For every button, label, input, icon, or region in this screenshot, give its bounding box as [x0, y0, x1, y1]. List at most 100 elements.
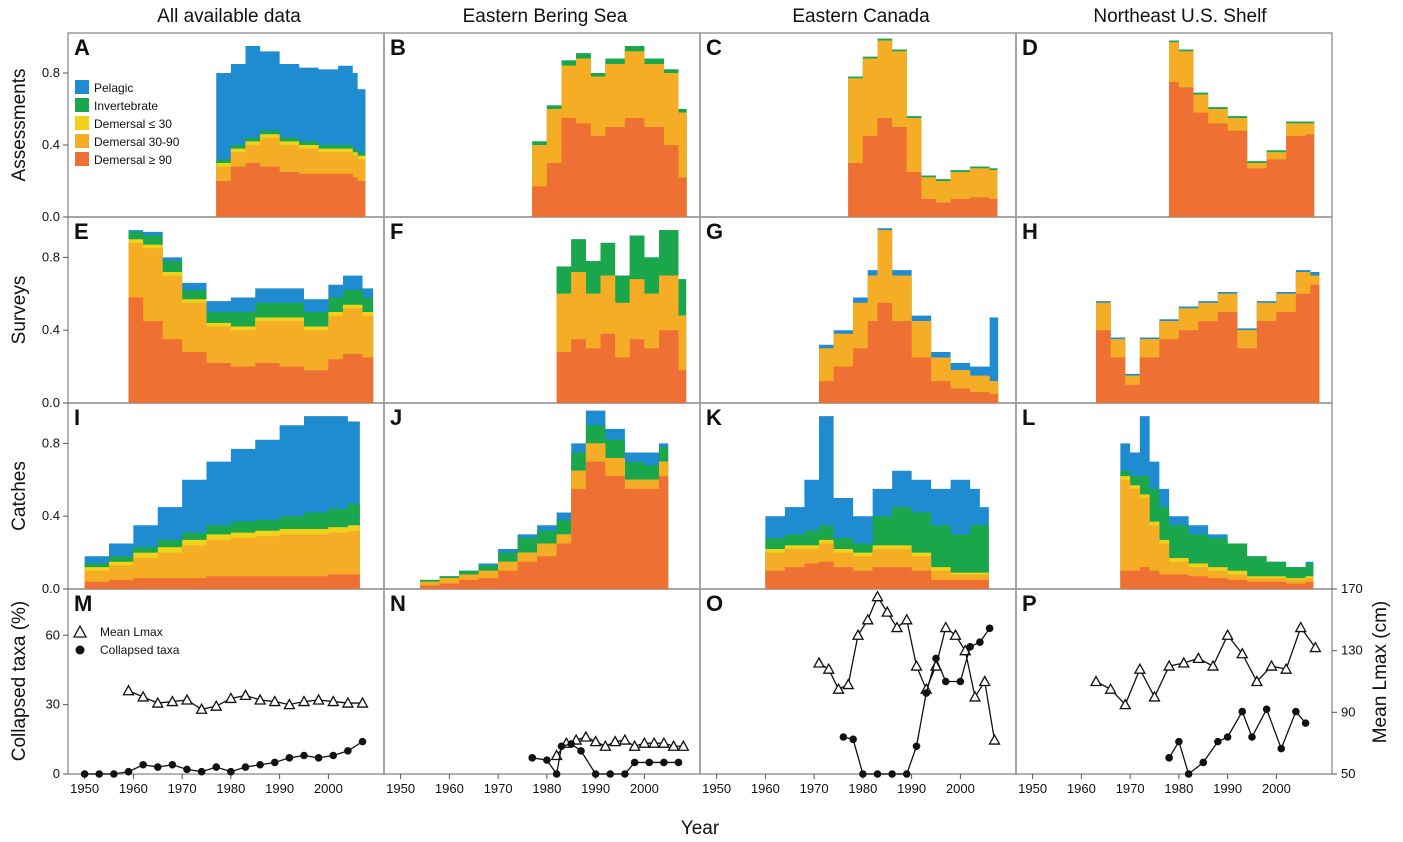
lmax-point	[900, 613, 913, 625]
area-series-0	[128, 297, 374, 403]
collapsed-point	[1223, 733, 1232, 741]
lmax-point	[910, 659, 923, 671]
lmax-point	[978, 675, 991, 687]
x-tick-label: 1980	[532, 781, 561, 796]
x-tick-label: 1980	[1164, 781, 1193, 796]
stacked-area-panel	[1096, 270, 1320, 403]
collapsed-point	[1175, 737, 1183, 746]
collapsed-point	[630, 758, 639, 767]
lmax-point	[609, 735, 622, 747]
y-tick-label: 130	[1341, 643, 1363, 658]
collapsed-point	[660, 758, 668, 767]
lmax-point	[988, 733, 1001, 745]
x-tick-label: 1960	[119, 781, 148, 796]
collapsed-point	[270, 758, 279, 767]
lmax-point	[968, 690, 982, 702]
lmax-point	[268, 695, 281, 707]
lmax-point	[638, 736, 651, 748]
stacked-area-panel	[84, 416, 360, 589]
lmax-point	[1133, 662, 1146, 674]
panel-letter: K	[706, 405, 722, 430]
legend-label: Collapsed taxa	[100, 643, 180, 657]
column-title: Northeast U.S. Shelf	[1093, 6, 1267, 27]
x-tick-label: 1950	[386, 781, 415, 796]
lmax-point	[599, 739, 612, 751]
lmax-point	[1280, 662, 1293, 674]
lmax-point	[1148, 690, 1161, 702]
scatter-panel	[812, 590, 1001, 778]
x-tick-label: 1970	[1116, 781, 1145, 796]
collapsed-point	[153, 763, 162, 771]
collapsed-point	[567, 740, 576, 748]
collapsed-point	[95, 770, 104, 778]
lmax-point	[195, 702, 208, 714]
column-title: All available data	[157, 6, 301, 27]
lmax-point	[812, 656, 826, 668]
lmax-point	[648, 736, 661, 748]
collapsed-point	[80, 770, 89, 778]
y-tick-label: 0.0	[42, 581, 60, 596]
collapsed-point	[197, 767, 206, 776]
x-tick-label: 1980	[216, 781, 245, 796]
lmax-point	[1192, 652, 1205, 664]
lmax-point	[1309, 641, 1322, 653]
y-tick-label: 30	[46, 697, 60, 712]
collapsed-point	[849, 735, 857, 744]
lmax-point	[871, 590, 884, 602]
lmax-point	[1089, 675, 1103, 687]
collapsed-point	[110, 770, 118, 778]
area-series-0	[1169, 82, 1315, 217]
y-tick-label: 90	[1341, 704, 1355, 719]
collapsed-point	[168, 760, 177, 769]
panel-letter: B	[390, 35, 406, 60]
lmax-point	[210, 699, 223, 711]
scatter-panel	[1089, 621, 1322, 778]
collapsed-point	[329, 751, 338, 760]
collapsed-point	[606, 770, 615, 778]
x-tick-label: 2000	[1262, 781, 1291, 796]
lmax-point	[677, 739, 690, 751]
lmax-point	[861, 613, 874, 625]
scatter-panel	[528, 730, 690, 778]
x-tick-label: 2000	[314, 781, 343, 796]
collapsed-point	[1238, 707, 1247, 716]
lmax-point	[327, 695, 340, 707]
lmax-point	[312, 693, 325, 705]
legend-group-markers: Mean Lmax Collapsed taxa	[72, 624, 180, 657]
collapsed-point	[227, 767, 235, 776]
lmax-point	[949, 628, 962, 640]
column-title: Eastern Canada	[792, 6, 930, 27]
collapsed-point	[976, 638, 984, 646]
collapsed-point	[902, 770, 911, 778]
y-tick-label: 50	[1341, 766, 1355, 781]
area-series-0	[1096, 284, 1320, 403]
collapsed-point	[1248, 733, 1256, 741]
area-series-0	[556, 330, 687, 403]
panel-letter: I	[74, 405, 80, 430]
lmax-point	[1206, 659, 1220, 671]
x-tick-label: 1960	[435, 781, 464, 796]
lmax-point	[618, 733, 631, 745]
lmax-point	[851, 628, 865, 640]
legend-swatch	[75, 116, 89, 130]
collapsed-point	[183, 765, 191, 774]
x-tick-label: 1970	[168, 781, 197, 796]
collapsed-point	[212, 763, 221, 771]
area-series-0	[216, 163, 366, 217]
area-series-1	[1120, 479, 1314, 589]
x-tick-label: 1970	[484, 781, 513, 796]
area-series-0	[848, 118, 998, 217]
panel-letter: P	[1022, 591, 1037, 616]
series-line	[1095, 626, 1316, 706]
stacked-area-panel	[1169, 40, 1315, 218]
panel-letter: F	[390, 219, 403, 244]
collapsed-point	[358, 737, 367, 746]
lmax-point	[151, 696, 164, 708]
legend-label: Mean Lmax	[100, 625, 163, 639]
collapsed-point	[557, 742, 566, 751]
x-tick-label: 1990	[1213, 781, 1242, 796]
row-label: Catches	[9, 461, 30, 531]
legend-label: Demersal ≤ 30	[94, 117, 172, 131]
lmax-point	[1221, 628, 1234, 640]
